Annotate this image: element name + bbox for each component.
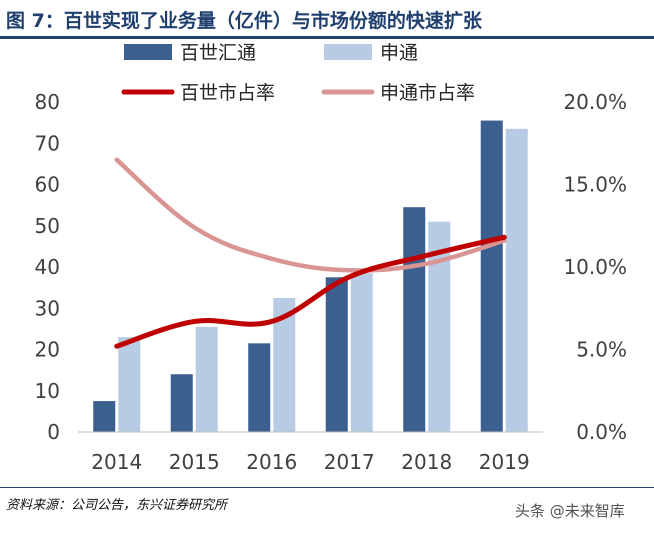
- bar-baishi: [403, 207, 426, 432]
- y-left-tick-label: 50: [35, 214, 60, 238]
- y-left-tick-label: 60: [35, 173, 60, 197]
- y-left-tick-label: 30: [35, 296, 60, 320]
- line-shentong-share: [114, 157, 507, 273]
- bar-baishi: [480, 120, 503, 432]
- title-rule: [0, 36, 654, 39]
- legend-label: 百世市占率: [180, 82, 275, 104]
- bar-baishi: [248, 343, 271, 432]
- x-axis: 2014 2015 2016 2017 2018 2019: [78, 431, 543, 474]
- y-left-tick-label: 70: [35, 131, 60, 155]
- watermark: 头条 @未来智库: [515, 502, 625, 520]
- chart-title: 图 7：百世实现了业务量（亿件）与市场份额的快速扩张: [6, 10, 482, 32]
- lines: [114, 157, 507, 349]
- y-right-tick-label: 10.0%: [563, 255, 627, 279]
- y-left-tick-label: 0: [47, 420, 60, 444]
- y-left-tick-label: 20: [35, 338, 60, 362]
- y-right-tick-label: 20.0%: [563, 90, 627, 114]
- source-note: 资料来源：公司公告，东兴证券研究所: [6, 498, 228, 513]
- legend-label: 百世汇通: [180, 42, 256, 64]
- bar-shentong: [195, 326, 218, 432]
- x-tick-label: 2017: [324, 450, 375, 474]
- x-tick-label: 2014: [91, 450, 142, 474]
- bar-shentong: [505, 128, 528, 432]
- source-rule: [0, 487, 654, 488]
- bar-baishi: [93, 401, 116, 432]
- legend-label: 申通市占率: [380, 82, 475, 104]
- legend-swatch: [324, 44, 372, 60]
- y-axis-left: 0 10 20 30 40 50 60 70 80: [35, 90, 60, 444]
- y-axis-right: 0.0% 5.0% 10.0% 15.0% 20.0%: [563, 90, 627, 444]
- y-right-tick-label: 15.0%: [563, 173, 627, 197]
- y-left-tick-label: 40: [35, 255, 60, 279]
- y-left-tick-label: 80: [35, 90, 60, 114]
- bar-shentong: [350, 273, 373, 432]
- bar-shentong: [118, 337, 141, 432]
- bar-shentong: [428, 221, 451, 432]
- legend-label: 申通: [380, 42, 418, 64]
- bar-baishi: [170, 374, 193, 432]
- y-right-tick-label: 0.0%: [576, 420, 627, 444]
- bars: [93, 120, 528, 432]
- title-bar: 图 7：百世实现了业务量（亿件）与市场份额的快速扩张: [0, 0, 654, 39]
- x-tick-label: 2019: [479, 450, 530, 474]
- line-baishi-share: [114, 234, 507, 349]
- x-tick-label: 2018: [401, 450, 452, 474]
- x-tick-label: 2015: [169, 450, 220, 474]
- bar-baishi: [325, 277, 348, 432]
- legend-swatch: [124, 44, 172, 60]
- bar-shentong: [273, 297, 296, 432]
- y-right-tick-label: 5.0%: [576, 338, 627, 362]
- y-left-tick-label: 10: [35, 379, 60, 403]
- x-tick-label: 2016: [246, 450, 297, 474]
